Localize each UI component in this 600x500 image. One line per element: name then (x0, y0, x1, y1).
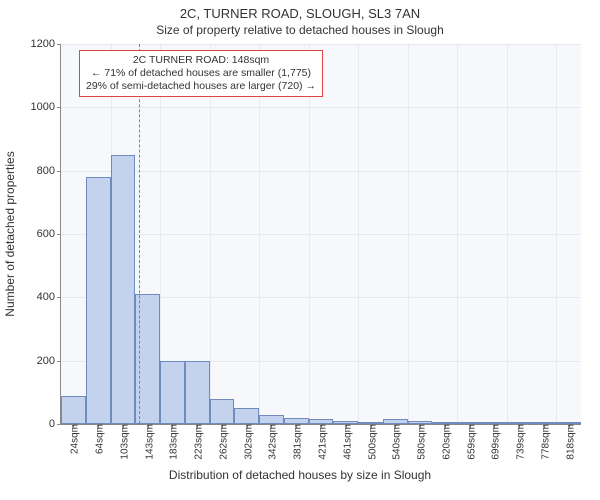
x-tick-label: 421sqm (314, 424, 329, 460)
x-tick-label: 620sqm (437, 424, 452, 460)
x-tick-label: 540sqm (388, 424, 403, 460)
y-tick-mark (57, 297, 61, 298)
x-axis-label: Distribution of detached houses by size … (0, 468, 600, 482)
x-tick-label: 381sqm (289, 424, 304, 460)
gridline-vertical (457, 44, 458, 424)
gridline-vertical (358, 44, 359, 424)
x-tick-label: 342sqm (264, 424, 279, 460)
x-tick-label: 659sqm (462, 424, 477, 460)
x-tick-label: 580sqm (413, 424, 428, 460)
y-axis-label: Number of detached properties (3, 151, 17, 316)
x-tick-label: 24sqm (66, 424, 81, 454)
x-tick-label: 262sqm (214, 424, 229, 460)
gridline-vertical (309, 44, 310, 424)
y-tick-mark (57, 107, 61, 108)
bar (234, 408, 259, 424)
bar (210, 399, 235, 424)
plot-area: 02004006008001000120024sqm64sqm103sqm143… (60, 44, 580, 424)
chart-title: 2C, TURNER ROAD, SLOUGH, SL3 7AN (0, 0, 600, 21)
x-tick-label: 500sqm (363, 424, 378, 460)
gridline-vertical (259, 44, 260, 424)
x-tick-label: 739sqm (512, 424, 527, 460)
y-tick-mark (57, 424, 61, 425)
x-tick-label: 778sqm (536, 424, 551, 460)
plot-inner: 02004006008001000120024sqm64sqm103sqm143… (60, 44, 581, 425)
annotation-line: 2C TURNER ROAD: 148sqm (86, 54, 316, 67)
bar (185, 361, 210, 424)
annotation-line: 29% of semi-detached houses are larger (… (86, 80, 316, 93)
x-tick-label: 818sqm (561, 424, 576, 460)
bar (86, 177, 111, 424)
chart-container: 2C, TURNER ROAD, SLOUGH, SL3 7AN Size of… (0, 0, 600, 500)
x-tick-label: 103sqm (115, 424, 130, 460)
chart-subtitle: Size of property relative to detached ho… (0, 21, 600, 37)
reference-line (139, 44, 140, 424)
y-tick-mark (57, 44, 61, 45)
gridline-vertical (556, 44, 557, 424)
gridline-vertical (210, 44, 211, 424)
y-tick-mark (57, 361, 61, 362)
x-tick-label: 699sqm (487, 424, 502, 460)
x-tick-label: 302sqm (239, 424, 254, 460)
x-tick-label: 183sqm (165, 424, 180, 460)
y-tick-mark (57, 171, 61, 172)
bar (111, 155, 136, 424)
bar (259, 415, 284, 425)
y-tick-mark (57, 234, 61, 235)
gridline-vertical (507, 44, 508, 424)
bar (61, 396, 86, 425)
bar (160, 361, 185, 424)
x-tick-label: 143sqm (140, 424, 155, 460)
annotation-box: 2C TURNER ROAD: 148sqm← 71% of detached … (79, 50, 323, 97)
gridline-vertical (408, 44, 409, 424)
annotation-line: ← 71% of detached houses are smaller (1,… (86, 67, 316, 80)
x-tick-label: 461sqm (338, 424, 353, 460)
x-tick-label: 64sqm (91, 424, 106, 454)
x-tick-label: 223sqm (190, 424, 205, 460)
